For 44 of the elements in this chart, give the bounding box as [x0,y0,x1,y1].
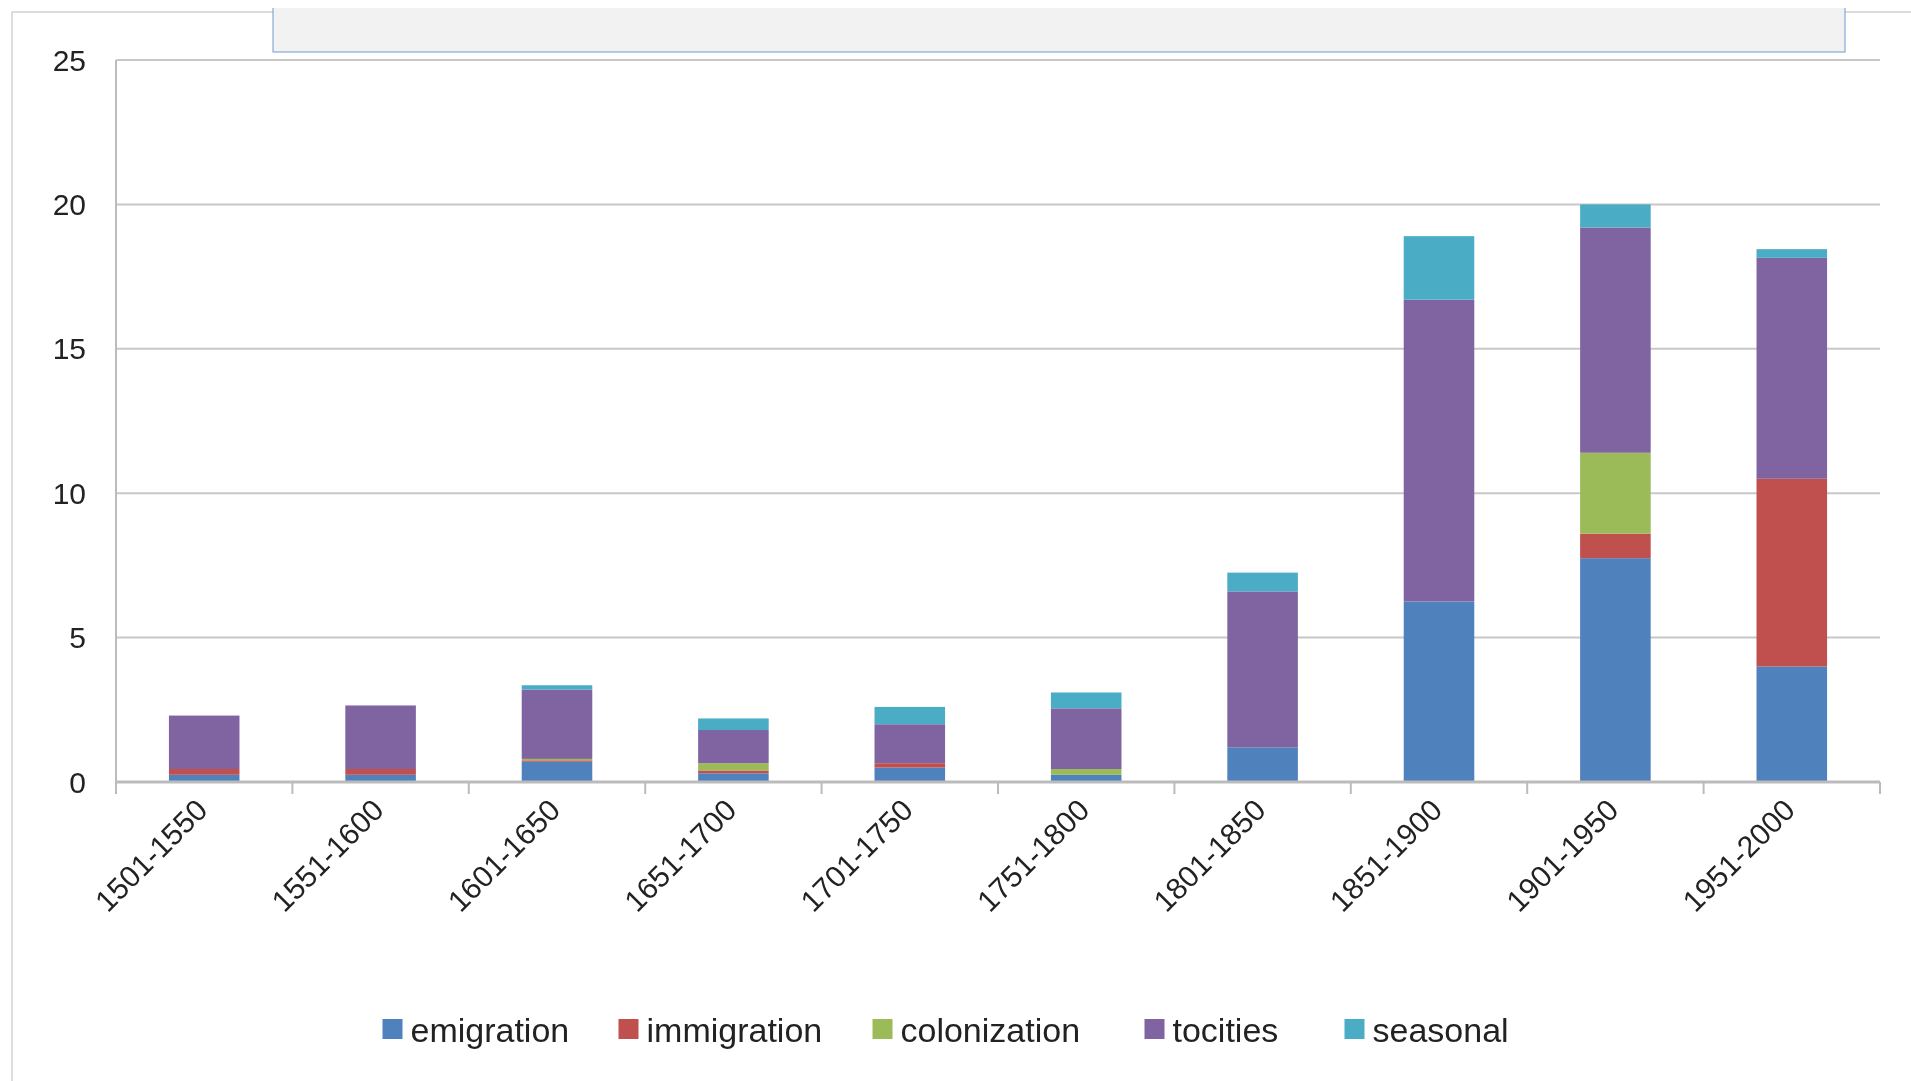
bar [521,685,593,690]
bar [1580,533,1651,559]
bar [1580,204,1651,228]
bar [698,770,769,774]
bar [1050,708,1122,769]
bar [1756,257,1828,479]
bar [345,769,416,775]
bar [168,769,240,775]
y-tick-label: 0 [69,765,86,799]
bar [1403,299,1475,602]
y-tick-label: 15 [52,332,86,366]
y-tick-label: 5 [69,621,86,655]
bar [1580,227,1651,453]
bar [168,715,240,769]
bar [1050,769,1122,775]
bar [1227,591,1298,748]
bar [874,763,946,768]
legend-label: emigration [410,1010,570,1049]
bar [1403,236,1475,300]
bar [698,718,769,731]
bar [874,706,946,725]
legend-label: seasonal [1372,1010,1509,1049]
bar [1580,558,1651,782]
bar [1050,692,1122,709]
bar [698,763,769,771]
bar [874,724,946,764]
legend-label: tocities [1172,1010,1279,1049]
y-tick-label: 10 [52,476,86,510]
bar [521,689,593,759]
bar [1580,452,1651,534]
y-tick-label: 20 [52,187,86,221]
legend-label: colonization [900,1010,1081,1049]
y-tick-label: 25 [52,43,86,77]
bar [698,773,769,782]
bar [698,730,769,764]
bar [1756,666,1828,782]
bar [1756,249,1828,258]
legend-label: immigration [646,1010,823,1049]
bar [1403,601,1475,782]
bar [521,761,593,782]
bar [345,705,416,769]
bar [1756,478,1828,667]
bar [1227,572,1298,592]
bar [1227,747,1298,782]
